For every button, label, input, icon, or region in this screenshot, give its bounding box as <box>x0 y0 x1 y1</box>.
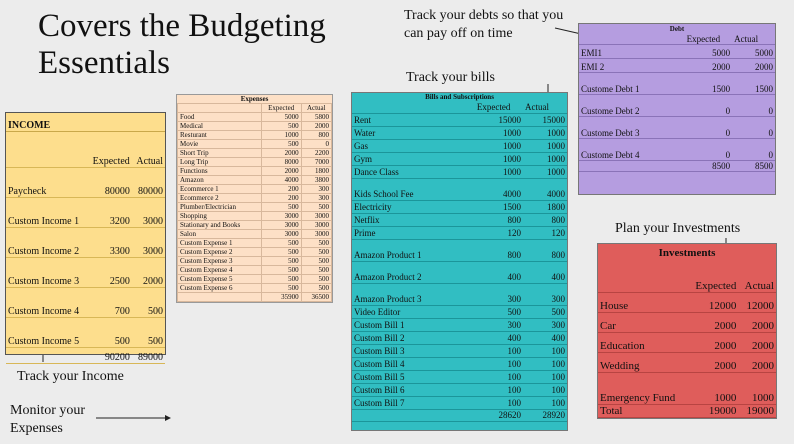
table-row: Custom Expense 2 500 500 <box>177 247 333 257</box>
investments-col-expected: Expected <box>687 262 739 293</box>
table-row: Custom Expense 3 500 500 <box>177 256 333 266</box>
table-row: Custom Expense 1 500 500 <box>177 238 333 248</box>
total-row: 28620 28920 <box>352 409 567 422</box>
table-row: Custom Income 2 3300 3000 <box>6 227 165 258</box>
table-row: Shopping 3000 3000 <box>177 211 333 221</box>
expenses-title: Expenses <box>240 95 269 103</box>
bills-title: Bills and Subscriptions <box>425 93 494 101</box>
table-row: Amazon Product 3 300 300 <box>352 283 567 306</box>
table-row: Prime 120 120 <box>352 226 567 240</box>
table-row: Plumber/Electrician 500 500 <box>177 202 333 212</box>
table-row: Car 2000 2000 <box>598 312 776 333</box>
callout-expenses-line-2: Expenses <box>10 421 63 436</box>
callout-debts: Track your debts so that you can pay off… <box>404 8 564 41</box>
expenses-col-expected: Expected <box>260 103 302 113</box>
investments-table: Investments Expected Actual House 12000 12… <box>597 243 777 419</box>
investments-col-actual: Actual <box>738 262 776 293</box>
expenses-col-actual: Actual <box>300 103 333 113</box>
table-row: Resturant 1000 800 <box>177 130 333 140</box>
table-row: Amazon Product 2 400 400 <box>352 261 567 284</box>
table-row: House 12000 12000 <box>598 292 776 313</box>
income-title: INCOME <box>6 113 165 132</box>
total-row: 35900 36500 <box>177 292 333 302</box>
table-row: Custom Bill 1 300 300 <box>352 318 567 332</box>
debt-col-expected: Expected <box>674 34 733 45</box>
table-row: Custom Bill 3 100 100 <box>352 344 567 358</box>
table-row: Custom Expense 4 500 500 <box>177 265 333 275</box>
table-row: Ecommerce 1 200 300 <box>177 184 333 194</box>
table-row: Medical 500 2000 <box>177 121 333 131</box>
callout-expenses: Monitor your Expenses <box>10 402 85 438</box>
table-row: Gas 1000 1000 <box>352 139 567 153</box>
callout-expenses-line-1: Monitor your <box>10 403 86 418</box>
total-row: Total 19000 19000 <box>598 404 776 418</box>
table-row: Gym 1000 1000 <box>352 152 567 166</box>
table-row: Long Trip 8000 7000 <box>177 157 333 167</box>
bills-col-actual: Actual <box>523 102 567 114</box>
table-row: Kids School Fee 4000 4000 <box>352 178 567 201</box>
callout-bills: Track your bills <box>406 70 495 85</box>
table-row: Custom Bill 4 100 100 <box>352 357 567 371</box>
table-row: Custom Bill 5 100 100 <box>352 370 567 384</box>
income-total-actual: 89000 <box>131 347 165 364</box>
investments-title: Investments <box>658 247 716 259</box>
table-row: Custom Expense 6 500 500 <box>177 283 333 293</box>
table-row: EMI 2 2000 2000 <box>579 58 775 73</box>
table-row: Video Editor 500 500 <box>352 305 567 319</box>
table-row: Custom Income 1 3200 3000 <box>6 197 165 228</box>
table-row: Wedding 2000 2000 <box>598 352 776 373</box>
bills-col-expected: Expected <box>464 102 524 114</box>
table-row: Custom Income 5 500 500 <box>6 317 165 348</box>
table-row: Electricity 1500 1800 <box>352 200 567 214</box>
income-total-row: 90200 89000 <box>6 347 165 364</box>
callout-income: Track your Income <box>17 369 124 384</box>
table-row: Functions 2000 1800 <box>177 166 333 176</box>
table-row: Food 5000 5800 <box>177 112 333 122</box>
callout-investments: Plan your Investments <box>615 221 741 236</box>
table-row: EMI1 5000 5000 <box>579 44 775 59</box>
table-row: Custome Debt 1 1500 1500 <box>579 72 775 95</box>
table-row: Paycheck 80000 80000 <box>6 167 165 198</box>
table-row: Custom Bill 7 100 100 <box>352 396 567 410</box>
table-row: Amazon 4000 3800 <box>177 175 333 185</box>
expenses-table: Expenses Expected Actual Food 5000 5800 Med… <box>176 94 333 303</box>
debt-title: Debt <box>669 25 685 33</box>
debt-col-actual: Actual <box>732 34 775 45</box>
table-row: Movie 500 0 <box>177 139 333 149</box>
table-row: Emergency Fund 1000 1000 <box>598 372 776 405</box>
table-row: Custom Expense 5 500 500 <box>177 274 333 284</box>
table-row: Custom Income 4 700 500 <box>6 287 165 318</box>
table-row: Custom Bill 6 100 100 <box>352 383 567 397</box>
table-row: Dance Class 1000 1000 <box>352 165 567 179</box>
table-row: Water 1000 1000 <box>352 126 567 140</box>
table-row: Amazon Product 1 800 800 <box>352 239 567 262</box>
title-line-2: Essentials <box>38 45 170 81</box>
table-row: Custom Bill 2 400 400 <box>352 331 567 345</box>
table-row: Salon 3000 3000 <box>177 229 333 239</box>
title-line-1: Covers the Budgeting <box>38 8 326 44</box>
bills-table: Bills and Subscriptions Expected Actual … <box>351 92 568 431</box>
income-total-expected: 90200 <box>87 347 132 364</box>
table-row: Rent 15000 15000 <box>352 113 567 127</box>
page-title: Covers the Budgeting Essentials <box>38 8 326 82</box>
total-row: 8500 8500 <box>579 160 775 172</box>
table-row: Ecommerce 2 200 300 <box>177 193 333 203</box>
table-row: Stationary and Books 3000 3000 <box>177 220 333 230</box>
income-col-expected: Expected <box>87 131 132 168</box>
table-row: Education 2000 2000 <box>598 332 776 353</box>
debt-table: Debt Expected Actual EMI1 5000 5000 EMI 2 20… <box>578 23 776 195</box>
table-row: Custom Income 3 2500 2000 <box>6 257 165 288</box>
income-table: INCOME Expected Actual Paycheck 80000 80… <box>5 112 166 364</box>
table-row: Netflix 800 800 <box>352 213 567 227</box>
income-col-actual: Actual <box>131 131 165 168</box>
table-row: Short Trip 2000 2200 <box>177 148 333 158</box>
